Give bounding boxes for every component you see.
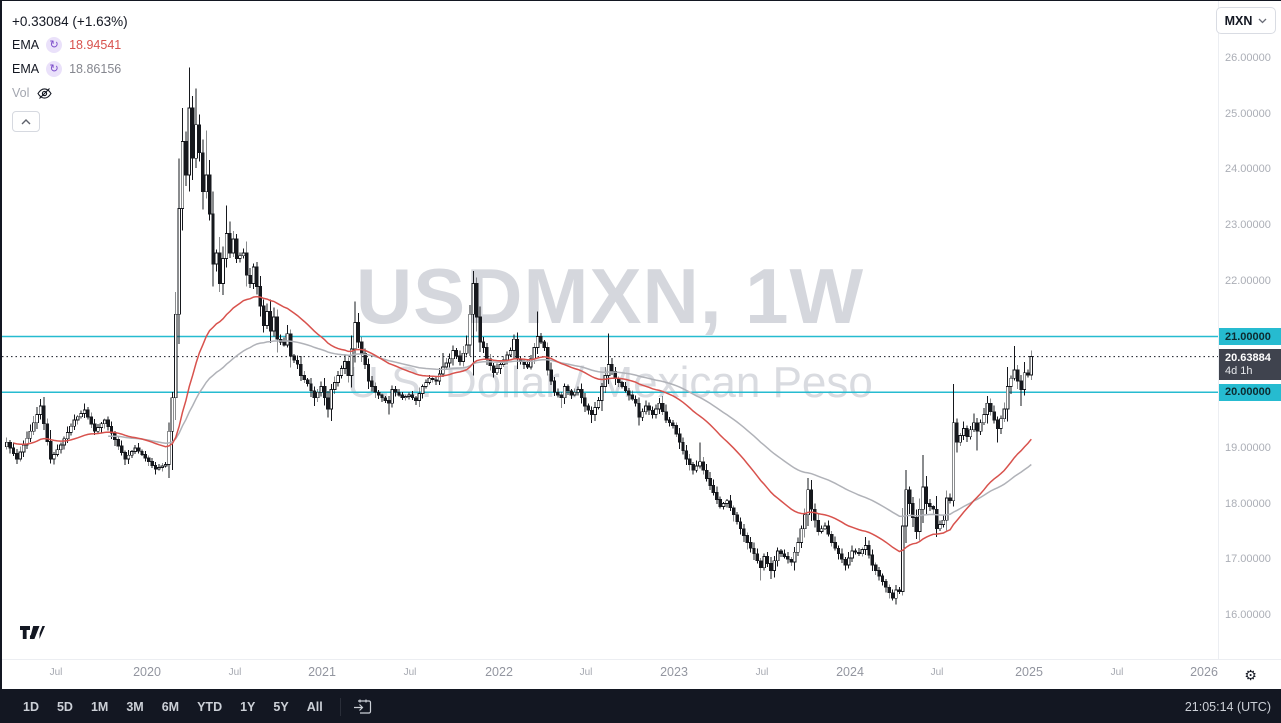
eye-off-icon[interactable]: [36, 85, 53, 102]
indicator-row-ema-2[interactable]: EMA ↻ 18.86156: [12, 57, 128, 81]
time-tick-label: 2025: [1015, 665, 1043, 679]
tradingview-logo-icon[interactable]: [20, 625, 45, 640]
bar-countdown: 4d 1h: [1225, 364, 1253, 377]
time-tick-label: Jul: [755, 667, 769, 678]
indicator-sync-icon[interactable]: ↻: [46, 61, 63, 77]
range-button-3m[interactable]: 3M: [118, 696, 151, 718]
currency-dropdown[interactable]: MXN: [1216, 7, 1276, 34]
ema2-label: EMA: [12, 62, 40, 76]
volume-label: Vol: [12, 86, 30, 100]
chevron-down-icon: [1258, 18, 1267, 23]
currency-label: MXN: [1224, 13, 1253, 28]
time-tick-label: 2022: [485, 665, 513, 679]
collapse-legend-button[interactable]: [12, 111, 40, 132]
legend: +0.33084 (+1.63%) EMA ↻ 18.94541 EMA ↻ 1…: [12, 9, 128, 132]
axis-corner: ⚙: [1218, 659, 1281, 690]
time-tick-label: Jul: [579, 667, 593, 678]
last-price-value: 20.63884: [1225, 351, 1271, 364]
indicator-row-ema-1[interactable]: EMA ↻ 18.94541: [12, 33, 128, 57]
ema1-value: 18.94541: [69, 38, 122, 52]
time-axis[interactable]: Jul 2020 Jul 2021 Jul 2022 Jul 2023 Jul 2024 Jul 20…: [2, 659, 1218, 690]
time-tick-label: 2021: [308, 665, 336, 679]
price-tick-label: 22.00000: [1225, 274, 1271, 287]
time-tick-label: 2023: [660, 665, 688, 679]
time-tick-label: Jul: [1110, 667, 1124, 678]
go-to-date-button[interactable]: [349, 696, 376, 717]
price-tick-label: 17.00000: [1225, 553, 1271, 566]
toolbar-divider: [339, 697, 341, 716]
chart-pane[interactable]: USDMXN, 1W U.S. Dollar / Mexican Peso: [2, 1, 1218, 659]
ema2-value: 18.86156: [69, 62, 122, 76]
time-tick-label: Jul: [228, 667, 242, 678]
price-tick-label: 26.00000: [1225, 52, 1271, 64]
last-price-chip: 20.63884 4d 1h: [1219, 348, 1281, 380]
price-tick-label: 24.00000: [1225, 163, 1271, 176]
range-button-1d[interactable]: 1D: [15, 696, 47, 718]
clock-utc[interactable]: 21:05:14 (UTC): [1184, 699, 1271, 714]
ema-slow-line[interactable]: [108, 340, 1032, 518]
gear-icon[interactable]: ⚙: [1244, 667, 1257, 683]
chevron-up-icon: [21, 118, 31, 124]
bottom-toolbar: 1D 5D 1M 3M 6M YTD 1Y 5Y All 21:05:14 (UTC): [2, 689, 1281, 723]
range-button-ytd[interactable]: YTD: [189, 696, 230, 718]
calendar-arrow-icon: [353, 699, 371, 714]
symbol-change-row: +0.33084 (+1.63%): [12, 9, 128, 33]
range-button-6m[interactable]: 6M: [154, 696, 187, 718]
candles-layer: [5, 67, 1033, 605]
price-change-text: +0.33084 (+1.63%): [12, 13, 128, 29]
range-button-1y[interactable]: 1Y: [232, 696, 263, 718]
price-axis[interactable]: 26.00000 25.00000 24.00000 23.00000 22.00000…: [1218, 1, 1281, 659]
range-button-all[interactable]: All: [299, 696, 331, 718]
time-tick-label: 2020: [133, 665, 161, 679]
price-tick-label: 16.00000: [1225, 609, 1271, 621]
range-button-5y[interactable]: 5Y: [265, 696, 296, 718]
time-tick-label: 2026: [1190, 665, 1218, 679]
time-tick-label: Jul: [930, 667, 944, 678]
ema1-label: EMA: [12, 38, 40, 52]
price-tick-label: 19.00000: [1225, 441, 1271, 454]
time-tick-label: 2024: [836, 665, 864, 679]
time-tick-label: Jul: [49, 667, 63, 678]
range-button-5d[interactable]: 5D: [49, 696, 81, 718]
level-price-chip: 20.00000: [1219, 383, 1281, 401]
price-tick-label: 25.00000: [1225, 107, 1271, 120]
price-tick-label: 23.00000: [1225, 219, 1271, 232]
level-price-chip: 21.00000: [1219, 328, 1281, 345]
range-buttons: 1D 5D 1M 3M 6M YTD 1Y 5Y All: [14, 696, 332, 718]
price-chart-canvas[interactable]: [2, 1, 1218, 659]
price-tick-label: 18.00000: [1225, 497, 1271, 510]
ema-fast-line[interactable]: [13, 295, 1032, 553]
indicator-sync-icon[interactable]: ↻: [46, 37, 63, 53]
time-tick-label: Jul: [403, 667, 417, 678]
range-button-1m[interactable]: 1M: [83, 696, 116, 718]
indicator-row-volume[interactable]: Vol: [12, 81, 128, 105]
